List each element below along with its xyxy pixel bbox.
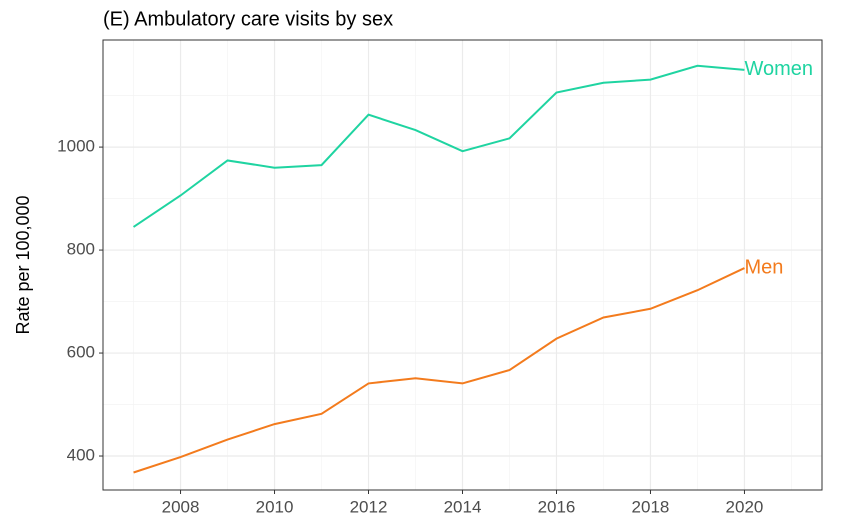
x-tick-label: 2018 xyxy=(632,497,670,516)
y-tick-label: 600 xyxy=(67,343,95,362)
y-tick-label: 800 xyxy=(67,240,95,259)
y-tick-label: 400 xyxy=(67,446,95,465)
chart-title: (E) Ambulatory care visits by sex xyxy=(103,8,393,30)
series-label: Men xyxy=(744,256,783,278)
panel-border xyxy=(102,39,823,491)
x-tick-label: 2020 xyxy=(726,497,764,516)
line xyxy=(133,267,745,474)
x-tick-label: 2008 xyxy=(162,497,200,516)
y-axis-label: Rate per 100,000 xyxy=(13,195,33,334)
series-label: Women xyxy=(744,58,813,80)
y-tick-label: 1000 xyxy=(57,137,95,156)
line xyxy=(132,64,745,228)
x-tick-label: 2012 xyxy=(350,497,388,516)
x-tick-label: 2014 xyxy=(444,497,482,516)
x-tick-label: 2016 xyxy=(538,497,576,516)
x-tick-label: 2010 xyxy=(256,497,294,516)
